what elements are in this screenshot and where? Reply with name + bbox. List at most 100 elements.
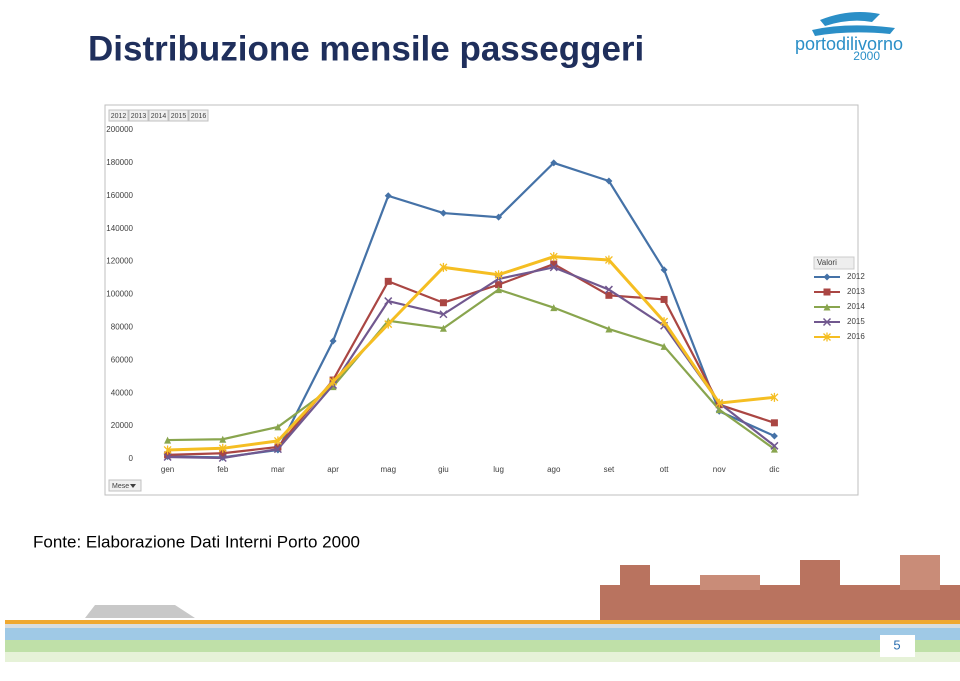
marker bbox=[164, 436, 172, 444]
town bbox=[800, 560, 840, 590]
marker bbox=[715, 406, 723, 414]
marker bbox=[274, 443, 282, 451]
logo-year: 2000 bbox=[853, 49, 880, 63]
marker bbox=[384, 277, 392, 285]
marker bbox=[163, 452, 172, 462]
marker bbox=[549, 263, 558, 272]
marker bbox=[439, 310, 448, 319]
y-tick-label: 120000 bbox=[106, 257, 133, 266]
logo-name: portodilivorno bbox=[795, 34, 903, 54]
legend-title: Valori bbox=[817, 258, 837, 267]
marker bbox=[823, 332, 831, 342]
y-tick-label: 40000 bbox=[111, 388, 134, 397]
marker bbox=[274, 423, 282, 431]
x-tick-label: feb bbox=[217, 465, 229, 474]
marker bbox=[218, 443, 227, 453]
field-button-label: 2013 bbox=[131, 113, 147, 120]
marker bbox=[439, 324, 447, 332]
slide-title: Distribuzione mensile passeggeri bbox=[88, 29, 644, 68]
marker bbox=[660, 342, 668, 350]
chart-frame bbox=[104, 104, 859, 496]
field-button bbox=[168, 109, 189, 122]
logo: portodilivorno 2000 bbox=[795, 12, 903, 63]
marker bbox=[770, 445, 778, 453]
marker bbox=[822, 317, 832, 327]
marker bbox=[604, 255, 613, 265]
field-button bbox=[108, 109, 129, 122]
y-tick-label: 60000 bbox=[111, 355, 134, 364]
marker bbox=[549, 252, 558, 262]
field-button bbox=[148, 109, 169, 122]
marker bbox=[219, 435, 227, 443]
x-tick-label: apr bbox=[327, 465, 339, 474]
legend-label: 2014 bbox=[847, 302, 865, 311]
legend-title-box bbox=[813, 256, 855, 270]
marker bbox=[823, 288, 831, 296]
marker bbox=[770, 432, 778, 440]
marker bbox=[660, 266, 668, 274]
marker bbox=[219, 449, 227, 457]
marker bbox=[218, 453, 227, 463]
stripe bbox=[5, 640, 960, 652]
marker bbox=[439, 209, 447, 217]
source-note: Fonte: Elaborazione Dati Interni Porto 2… bbox=[33, 532, 360, 551]
marker bbox=[163, 445, 172, 455]
marker bbox=[329, 377, 338, 387]
marker bbox=[605, 291, 613, 299]
series-line bbox=[167, 266, 776, 460]
y-tick-label: 140000 bbox=[106, 224, 133, 233]
series-line bbox=[167, 255, 775, 452]
marker bbox=[439, 262, 448, 272]
logo-ship bbox=[820, 12, 880, 26]
field-button-label: 2016 bbox=[191, 113, 207, 120]
field-button bbox=[108, 479, 142, 492]
marker bbox=[660, 295, 668, 303]
x-tick-label: lug bbox=[493, 465, 504, 474]
marker bbox=[273, 445, 282, 454]
x-tick-label: gen bbox=[161, 465, 174, 474]
town bbox=[700, 575, 760, 590]
marker bbox=[495, 286, 503, 294]
legend-label: 2013 bbox=[847, 287, 865, 296]
marker bbox=[823, 303, 831, 311]
marker bbox=[770, 419, 778, 427]
marker bbox=[495, 213, 503, 221]
marker bbox=[495, 281, 503, 289]
y-tick-label: 200000 bbox=[106, 125, 133, 134]
x-tick-label: ott bbox=[660, 465, 670, 474]
series-line bbox=[167, 288, 776, 451]
dropdown-arrow bbox=[130, 484, 136, 488]
series-line bbox=[167, 262, 775, 456]
field-button-label: 2015 bbox=[171, 113, 187, 120]
marker bbox=[550, 159, 558, 167]
marker bbox=[770, 392, 779, 402]
marker bbox=[823, 273, 831, 281]
marker bbox=[604, 285, 613, 294]
footer-decoration bbox=[5, 555, 960, 662]
marker bbox=[329, 337, 337, 345]
y-tick-label: 180000 bbox=[106, 158, 133, 167]
stripe bbox=[5, 652, 960, 662]
town bbox=[620, 565, 650, 590]
chart: 0 20000 40000 60000 80000 100000 120000 140000 1… bbox=[106, 109, 865, 492]
y-tick-label: 0 bbox=[129, 454, 134, 463]
marker bbox=[605, 177, 613, 185]
y-tick-label: 100000 bbox=[106, 290, 133, 299]
x-tick-label: mag bbox=[380, 465, 396, 474]
field-button bbox=[188, 109, 209, 122]
legend-label: 2016 bbox=[847, 332, 865, 341]
x-tick-label: giu bbox=[438, 465, 449, 474]
stripe bbox=[5, 624, 960, 628]
page-number-box bbox=[880, 635, 915, 657]
marker bbox=[770, 441, 779, 450]
y-tick-label: 80000 bbox=[111, 323, 134, 332]
marker bbox=[605, 325, 613, 333]
x-tick-label: mar bbox=[271, 465, 285, 474]
field-button-label: Mese bbox=[112, 483, 129, 490]
marker bbox=[494, 270, 503, 280]
marker bbox=[550, 304, 558, 312]
marker bbox=[384, 297, 393, 306]
legend-label: 2012 bbox=[847, 272, 865, 281]
